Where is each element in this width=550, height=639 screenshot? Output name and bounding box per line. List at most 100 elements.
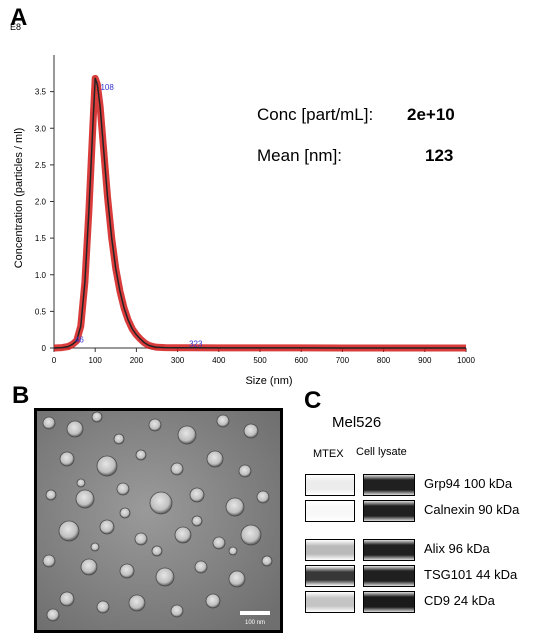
concentration-value: 2e+10 xyxy=(407,105,455,124)
x-tick-label: 800 xyxy=(377,356,391,365)
vesicle xyxy=(189,487,205,503)
panel-label-b: B xyxy=(12,382,30,409)
x-tick-label: 400 xyxy=(212,356,226,365)
vesicle xyxy=(66,420,84,438)
y-multiplier-label: E8 xyxy=(10,22,21,32)
panel-label-a: A xyxy=(10,4,28,31)
blot-band-mtex xyxy=(305,500,355,522)
x-tick-label: 0 xyxy=(52,356,57,365)
vesicle xyxy=(151,545,163,557)
blot-band-lysate xyxy=(363,565,415,587)
vesicle xyxy=(261,555,273,567)
x-tick-label: 500 xyxy=(253,356,267,365)
vesicle xyxy=(75,489,95,509)
y-tick-label: 3.5 xyxy=(35,88,47,97)
blot-label: Calnexin 90 kDa xyxy=(424,502,520,517)
peak-annotation: 46 xyxy=(75,336,84,345)
y-tick-label: 1.5 xyxy=(35,234,47,243)
tem-image: 100 nm xyxy=(37,411,280,630)
blot-row-tsg101: TSG101 44 kDa xyxy=(305,565,550,587)
blot-band-mtex xyxy=(305,591,355,613)
blot-band-lysate xyxy=(363,539,415,561)
tem-micrograph: 100 nm xyxy=(34,408,283,633)
vesicle xyxy=(90,542,100,552)
vesicle xyxy=(225,497,245,517)
x-tick-label: 1000 xyxy=(457,356,475,365)
vesicle xyxy=(238,464,252,478)
vesicle xyxy=(46,608,60,622)
vesicle xyxy=(80,558,98,576)
blot-band-lysate xyxy=(363,591,415,613)
blot-band-mtex xyxy=(305,539,355,561)
vesicle xyxy=(228,546,238,556)
vesicle xyxy=(59,451,75,467)
mean-size-value: 123 xyxy=(425,146,454,165)
x-tick-label: 100 xyxy=(89,356,103,365)
vesicle xyxy=(205,593,221,609)
blot-row-calnexin: Calnexin 90 kDa xyxy=(305,500,550,522)
vesicle xyxy=(59,591,75,607)
x-tick-label: 600 xyxy=(295,356,309,365)
vesicle xyxy=(240,524,262,546)
vesicle xyxy=(42,416,56,430)
y-axis-label: Concentration (particles / ml) xyxy=(13,128,25,269)
x-tick-label: 200 xyxy=(130,356,144,365)
blot-label: Alix 96 kDa xyxy=(424,541,490,556)
vesicle xyxy=(148,418,162,432)
vesicle xyxy=(113,433,125,445)
blot-label: TSG101 44 kDa xyxy=(424,567,518,582)
nta-size-distribution-chart: E8 0 100 200 300 400 500 600 700 800 900 1000 0 0.5 1… xyxy=(10,22,475,387)
vesicle xyxy=(216,414,230,428)
peak-annotation: 323 xyxy=(189,339,203,348)
y-tick-label: 2.5 xyxy=(35,161,47,170)
column-label-cell-lysate: Cell lysate xyxy=(356,446,407,458)
vesicle xyxy=(58,520,80,542)
series-line xyxy=(53,77,466,349)
y-tick-label: 3.0 xyxy=(35,124,47,133)
column-label-mtex: MTEX xyxy=(313,448,344,460)
x-axis-label: Size (nm) xyxy=(245,375,292,387)
blot-band-lysate xyxy=(363,474,415,496)
blot-band-mtex xyxy=(305,565,355,587)
mean-size-label: Mean [nm]: xyxy=(257,146,343,165)
vesicle xyxy=(206,450,224,468)
vesicle xyxy=(174,526,192,544)
vesicle xyxy=(91,411,103,423)
vesicle xyxy=(99,519,115,535)
panel-label-c: C xyxy=(304,387,322,414)
vesicle xyxy=(170,462,184,476)
vesicle xyxy=(194,560,208,574)
vesicle xyxy=(119,563,135,579)
vesicle xyxy=(45,489,57,501)
vesicle xyxy=(76,478,86,488)
blot-label: Grp94 100 kDa xyxy=(424,476,513,491)
vesicle xyxy=(149,491,173,515)
vesicle xyxy=(155,567,175,587)
vesicle xyxy=(135,449,147,461)
vesicle xyxy=(256,490,270,504)
vesicle xyxy=(212,536,226,550)
y-tick-label: 2.0 xyxy=(35,198,47,207)
x-tick-label: 700 xyxy=(336,356,350,365)
scale-bar-label: 100 nm xyxy=(245,620,265,626)
blot-band-lysate xyxy=(363,500,415,522)
vesicle xyxy=(170,604,184,618)
vesicle xyxy=(116,482,130,496)
scale-bar xyxy=(240,611,270,615)
y-tick-label: 0 xyxy=(42,344,47,353)
cell-line-label: Mel526 xyxy=(332,414,382,431)
vesicle xyxy=(191,515,203,527)
blot-label: CD9 24 kDa xyxy=(424,593,495,608)
vesicle xyxy=(177,425,197,445)
vesicle xyxy=(228,570,246,588)
blot-row-alix: Alix 96 kDa xyxy=(305,539,550,561)
blot-row-grp94: Grp94 100 kDa xyxy=(305,474,550,496)
blot-band-mtex xyxy=(305,474,355,496)
vesicle xyxy=(96,600,110,614)
vesicle xyxy=(243,423,259,439)
x-tick-label: 300 xyxy=(171,356,185,365)
vesicle xyxy=(128,594,146,612)
x-tick-label: 900 xyxy=(418,356,432,365)
peak-annotation: 108 xyxy=(100,83,114,92)
blot-row-cd9: CD9 24 kDa xyxy=(305,591,550,613)
